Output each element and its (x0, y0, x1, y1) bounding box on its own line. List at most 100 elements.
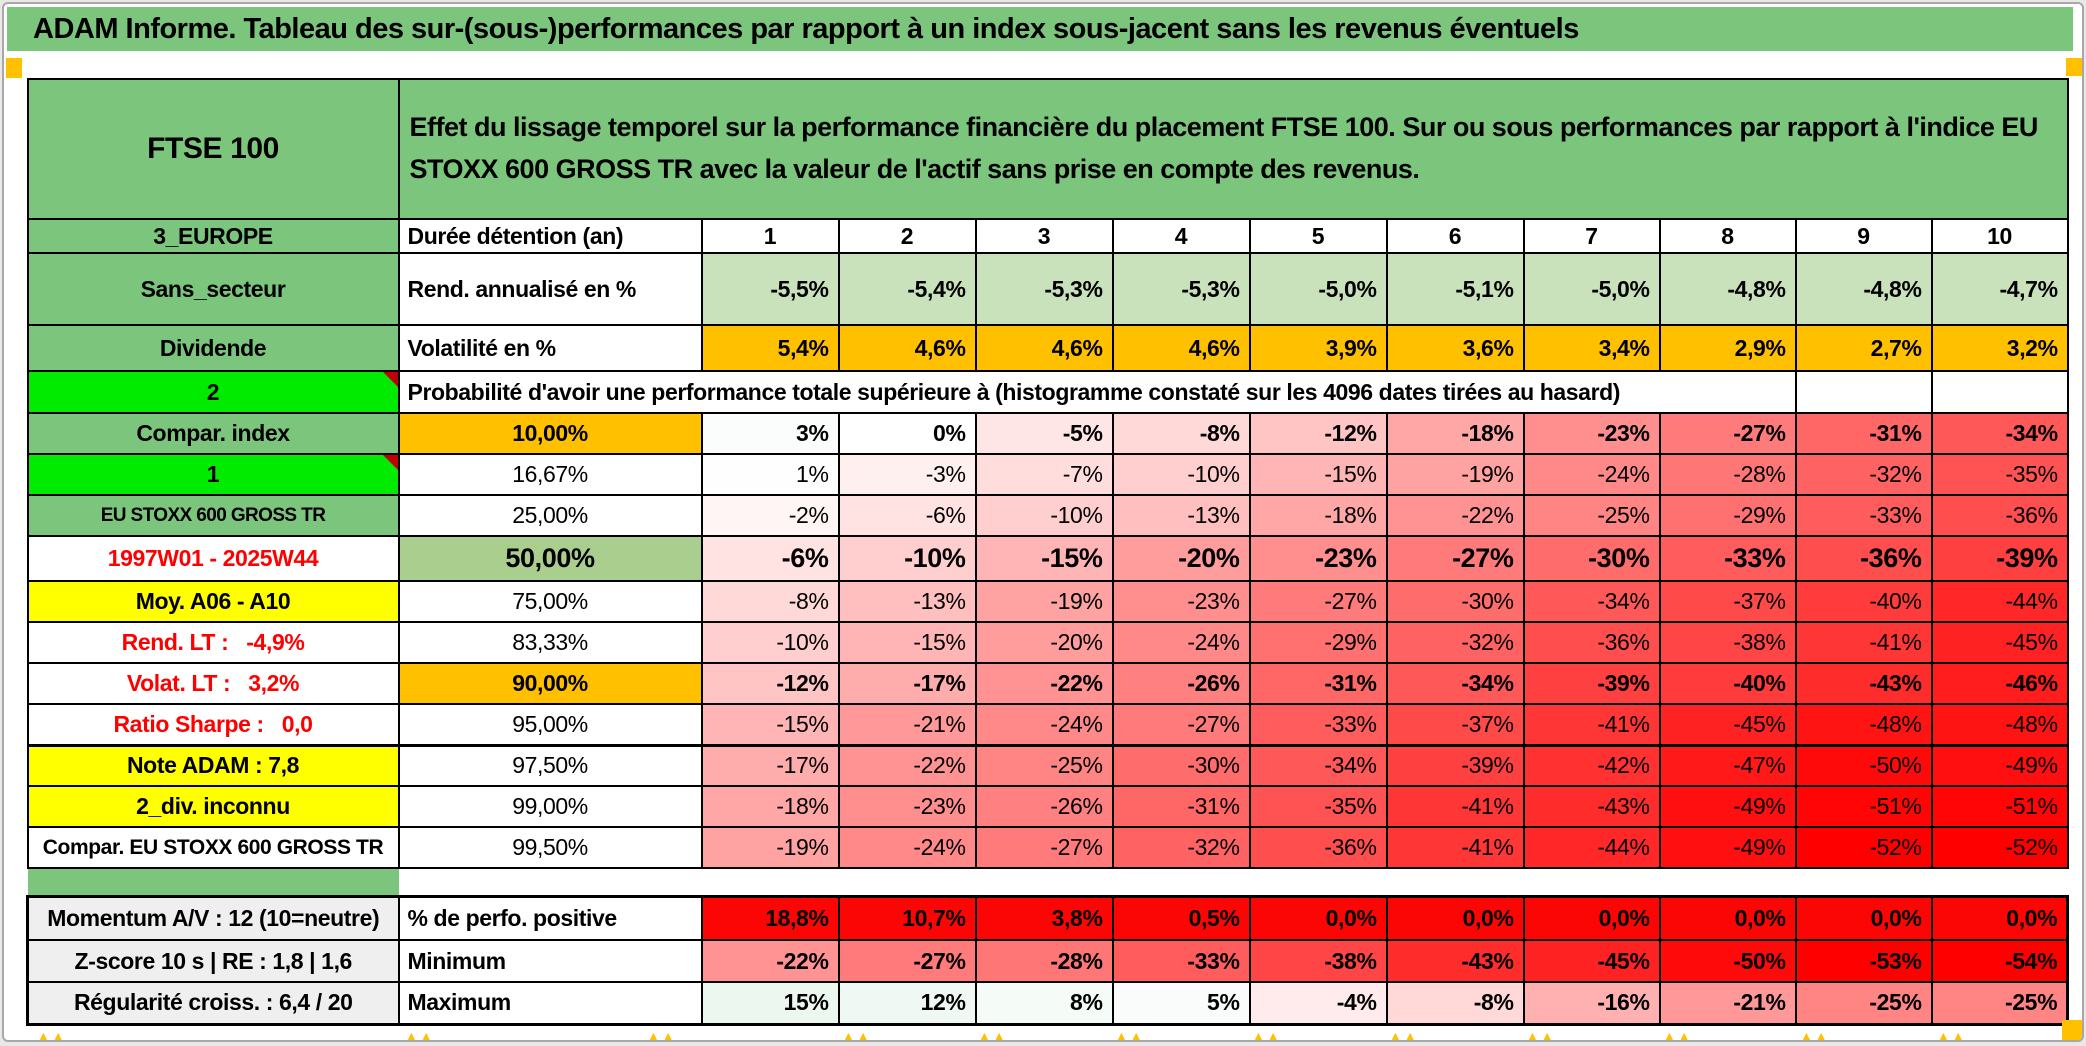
value-cell[interactable]: -7% (974, 453, 1114, 496)
value-cell[interactable]: -33% (1794, 494, 1933, 537)
value-cell[interactable]: -39% (1930, 535, 2069, 582)
value-cell[interactable]: 3,2% (1930, 324, 2069, 372)
value-cell[interactable]: -8% (1111, 412, 1251, 455)
value-cell[interactable]: -24% (974, 703, 1114, 746)
cell-perfo-positive-header[interactable]: % de perfo. positive (397, 894, 703, 941)
value-cell[interactable]: -31% (1111, 785, 1251, 828)
value-cell[interactable]: 4,6% (974, 324, 1114, 372)
cell-pct[interactable]: 83,33% (397, 621, 703, 664)
value-cell[interactable]: -43% (1522, 785, 1661, 828)
value-cell[interactable]: -27% (1658, 412, 1797, 455)
value-cell[interactable]: -34% (1248, 743, 1388, 787)
value-cell[interactable]: -31% (1794, 412, 1933, 455)
value-cell[interactable]: -48% (1794, 703, 1933, 746)
value-cell[interactable]: -13% (837, 580, 977, 623)
value-cell[interactable]: -4% (1248, 981, 1388, 1026)
value-cell[interactable]: 5,4% (700, 324, 840, 372)
value-cell[interactable]: 4 (1111, 218, 1251, 254)
value-cell[interactable]: -12% (1248, 412, 1388, 455)
value-cell[interactable]: -52% (1930, 826, 2069, 869)
value-cell[interactable]: -27% (974, 826, 1114, 869)
cell-pct[interactable]: 97,50% (397, 743, 703, 787)
value-cell[interactable]: -36% (1794, 535, 1933, 582)
value-cell[interactable]: -44% (1522, 826, 1661, 869)
value-cell[interactable]: -10% (974, 494, 1114, 537)
cell-sector[interactable]: Sans_secteur (26, 252, 400, 326)
cell-rend-lt[interactable]: Rend. LT : -4,9% (26, 621, 400, 664)
value-cell[interactable]: -50% (1794, 743, 1933, 787)
value-cell[interactable]: 3,6% (1385, 324, 1525, 372)
cell-index-name[interactable]: EU STOXX 600 GROSS TR (26, 494, 400, 537)
value-cell[interactable]: -5,3% (974, 252, 1114, 326)
cell-pct[interactable]: 16,67% (397, 453, 703, 496)
value-cell[interactable]: -26% (1111, 662, 1251, 705)
value-cell[interactable]: 15% (700, 981, 840, 1026)
value-cell[interactable]: -37% (1385, 703, 1525, 746)
value-cell[interactable]: -17% (837, 662, 977, 705)
value-cell[interactable]: -49% (1658, 785, 1797, 828)
cell-dividende[interactable]: Dividende (26, 324, 400, 372)
value-cell[interactable]: -27% (1385, 535, 1525, 582)
value-cell[interactable]: 0,0% (1522, 894, 1661, 941)
value-cell[interactable]: 4,6% (837, 324, 977, 372)
value-cell[interactable]: -8% (1385, 981, 1525, 1026)
value-cell[interactable]: 9 (1794, 218, 1933, 254)
value-cell[interactable]: -22% (974, 662, 1114, 705)
value-cell[interactable]: 8 (1658, 218, 1797, 254)
value-cell[interactable]: 5 (1248, 218, 1388, 254)
value-cell[interactable]: -20% (1111, 535, 1251, 582)
cell-volat-header[interactable]: Volatilité en % (397, 324, 703, 372)
cell-ratio-sharpe[interactable]: Ratio Sharpe : 0,0 (26, 703, 400, 746)
value-cell[interactable]: -50% (1658, 939, 1797, 983)
value-cell[interactable]: -33% (1658, 535, 1797, 582)
empty-cell[interactable] (1930, 370, 2069, 414)
value-cell[interactable]: -27% (837, 939, 977, 983)
value-cell[interactable]: -23% (1522, 412, 1661, 455)
value-cell[interactable]: -21% (837, 703, 977, 746)
cell-probability-header[interactable]: Probabilité d'avoir une performance tota… (397, 370, 1797, 414)
value-cell[interactable]: -27% (1248, 580, 1388, 623)
value-cell[interactable]: -5,1% (1385, 252, 1525, 326)
cell-pct[interactable]: 99,00% (397, 785, 703, 828)
cell-compar-index[interactable]: Compar. index (26, 412, 400, 455)
value-cell[interactable]: -23% (1248, 535, 1388, 582)
value-cell[interactable]: -5,4% (837, 252, 977, 326)
value-cell[interactable]: 18,8% (700, 894, 840, 941)
value-cell[interactable]: -24% (1111, 621, 1251, 664)
value-cell[interactable]: 12% (837, 981, 977, 1026)
value-cell[interactable]: -38% (1248, 939, 1388, 983)
value-cell[interactable]: -53% (1794, 939, 1933, 983)
value-cell[interactable]: -24% (837, 826, 977, 869)
value-cell[interactable]: -3% (837, 453, 977, 496)
value-cell[interactable]: -5,3% (1111, 252, 1251, 326)
cell-zscore[interactable]: Z-score 10 s | RE : 1,8 | 1,6 (26, 939, 400, 983)
value-cell[interactable]: 0,0% (1930, 894, 2070, 941)
value-cell[interactable]: -35% (1248, 785, 1388, 828)
value-cell[interactable]: -32% (1111, 826, 1251, 869)
value-cell[interactable]: -6% (837, 494, 977, 537)
cell-compar-eu-stoxx[interactable]: Compar. EU STOXX 600 GROSS TR (26, 826, 400, 869)
value-cell[interactable]: 0,0% (1794, 894, 1933, 941)
cell-description[interactable]: Effet du lissage temporel sur la perform… (397, 78, 2069, 220)
value-cell[interactable]: -23% (1111, 580, 1251, 623)
cell-div-inconnu[interactable]: 2_div. inconnu (26, 785, 400, 828)
value-cell[interactable]: 3 (974, 218, 1114, 254)
value-cell[interactable]: 10,7% (837, 894, 977, 941)
value-cell[interactable]: -42% (1522, 743, 1661, 787)
value-cell[interactable]: -28% (974, 939, 1114, 983)
value-cell[interactable]: -34% (1522, 580, 1661, 623)
cell-rend-header[interactable]: Rend. annualisé en % (397, 252, 703, 326)
value-cell[interactable]: 4,6% (1111, 324, 1251, 372)
value-cell[interactable]: 2,7% (1794, 324, 1933, 372)
value-cell[interactable]: -25% (974, 743, 1114, 787)
value-cell[interactable]: -33% (1111, 939, 1251, 983)
value-cell[interactable]: -4,8% (1794, 252, 1933, 326)
empty-cell[interactable] (1794, 370, 1933, 414)
value-cell[interactable]: -32% (1794, 453, 1933, 496)
value-cell[interactable]: -29% (1248, 621, 1388, 664)
cell-pct[interactable]: 95,00% (397, 703, 703, 746)
value-cell[interactable]: -49% (1930, 743, 2069, 787)
value-cell[interactable]: -5,0% (1248, 252, 1388, 326)
value-cell[interactable]: -2% (700, 494, 840, 537)
value-cell[interactable]: -32% (1385, 621, 1525, 664)
